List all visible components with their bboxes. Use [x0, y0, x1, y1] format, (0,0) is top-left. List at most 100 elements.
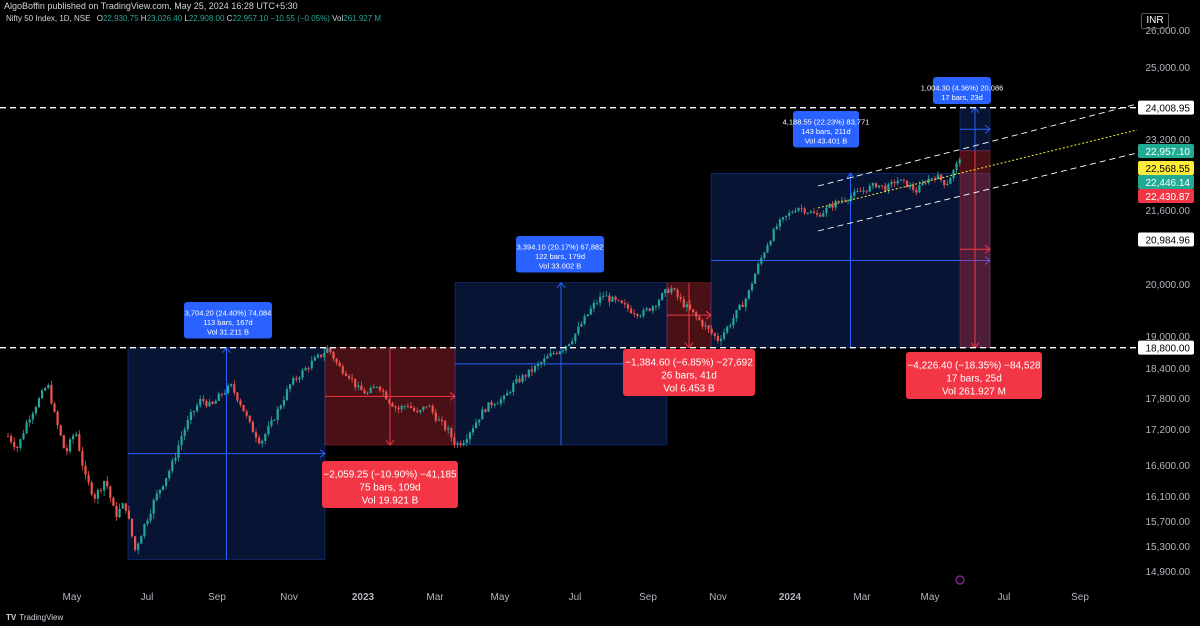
candle-85 [270, 420, 273, 426]
candle-89 [282, 399, 285, 406]
candle-92 [292, 378, 295, 385]
candle-126 [397, 407, 400, 410]
candle-149 [468, 432, 471, 440]
measure-label-4-line-3: Vol 6.453 B [663, 383, 714, 394]
currency-button[interactable]: INR [1141, 13, 1169, 29]
candle-132 [416, 410, 419, 413]
candle-62 [199, 399, 202, 406]
candle-131 [413, 407, 416, 411]
candle-159 [499, 399, 502, 404]
candle-195 [611, 296, 614, 302]
candle-259 [809, 211, 812, 213]
measure-label-6-line-1: 1,004.30 (4.36%) 20,086 [921, 84, 1004, 93]
price-tag-bg-6 [1138, 340, 1194, 355]
measure-arrow-v-2 [385, 439, 395, 446]
candle-240 [750, 283, 754, 291]
x-tick-label-0: May [63, 592, 82, 603]
y-tick-label-4: 20,000.00 [1146, 280, 1191, 291]
candle-196 [614, 296, 617, 300]
channel-upper-line [817, 103, 1138, 187]
candle-244 [763, 252, 766, 258]
candle-263 [822, 212, 825, 217]
candle-80 [254, 432, 258, 438]
candle-216 [676, 289, 679, 297]
candle-298 [930, 178, 933, 180]
candle-64 [205, 400, 208, 407]
candle-208 [651, 306, 654, 311]
candle-241 [754, 273, 757, 284]
candle-121 [382, 390, 385, 392]
measure-arrow-h-6 [984, 124, 991, 134]
candle-293 [915, 189, 918, 193]
candle-176 [552, 353, 555, 354]
measure-arrow-v-3 [556, 281, 566, 289]
measure-label-7-line-3: Vol 261.927 M [942, 386, 1006, 397]
candle-279 [871, 183, 874, 186]
candle-138 [434, 412, 437, 421]
candle-150 [471, 428, 475, 433]
price-tag-bg-3 [1138, 175, 1194, 189]
x-tick-label-10: 2024 [779, 592, 802, 603]
candle-272 [850, 195, 853, 201]
candle-122 [385, 391, 388, 400]
candle-24 [81, 450, 84, 466]
candle-59 [189, 412, 192, 421]
candle-270 [843, 200, 847, 202]
candle-276 [862, 190, 865, 192]
candle-307 [958, 159, 961, 164]
candle-33 [109, 486, 112, 498]
candle-206 [645, 308, 648, 311]
candle-212 [664, 289, 667, 294]
x-tick-label-6: May [491, 592, 510, 603]
x-tick-label-13: Jul [998, 592, 1011, 603]
price-tag-6: 18,800.00 [1146, 344, 1191, 355]
candle-181 [568, 343, 571, 347]
candle-17 [59, 425, 62, 436]
candle-145 [456, 443, 459, 445]
candle-157 [493, 404, 496, 406]
candle-162 [509, 391, 512, 393]
candle-12 [44, 388, 47, 391]
candle-294 [918, 185, 921, 193]
candle-262 [819, 214, 822, 217]
candle-136 [428, 405, 431, 407]
candle-190 [595, 302, 599, 304]
candle-183 [574, 333, 577, 342]
y-tick-label-8: 17,200.00 [1146, 425, 1191, 436]
candle-153 [481, 409, 484, 420]
candle-233 [729, 325, 732, 327]
price-tag-bg-5 [1138, 232, 1194, 247]
candle-260 [812, 211, 816, 214]
candle-87 [276, 408, 279, 420]
candle-86 [273, 419, 276, 421]
candle-63 [202, 399, 205, 401]
candle-27 [90, 482, 93, 495]
x-tick-label-11: Mar [853, 592, 871, 603]
price-tag-bg-1 [1138, 144, 1194, 158]
candle-238 [744, 298, 747, 307]
candle-112 [354, 378, 357, 387]
footer: TV TradingView [0, 610, 1200, 626]
candles [6, 157, 961, 555]
candle-106 [335, 358, 338, 363]
price-tag-4: 22,430.87 [1146, 192, 1191, 203]
candle-38 [124, 503, 127, 511]
measure-label-5-line-2: 143 bars, 211d [801, 127, 850, 136]
candle-103 [326, 347, 329, 353]
candle-21 [72, 435, 75, 440]
candle-218 [682, 299, 685, 308]
x-tick-label-3: Nov [280, 592, 298, 603]
candle-94 [298, 377, 301, 380]
candle-151 [475, 422, 478, 429]
candle-45 [146, 520, 149, 524]
x-tick-label-9: Nov [709, 592, 727, 603]
candle-4 [19, 439, 22, 449]
candle-53 [171, 460, 174, 472]
x-tick-label-5: Mar [426, 592, 444, 603]
measure-label-bg-2 [322, 461, 458, 508]
candle-167 [524, 375, 527, 377]
candle-192 [602, 296, 605, 298]
candle-193 [605, 295, 608, 297]
candle-172 [540, 362, 543, 364]
